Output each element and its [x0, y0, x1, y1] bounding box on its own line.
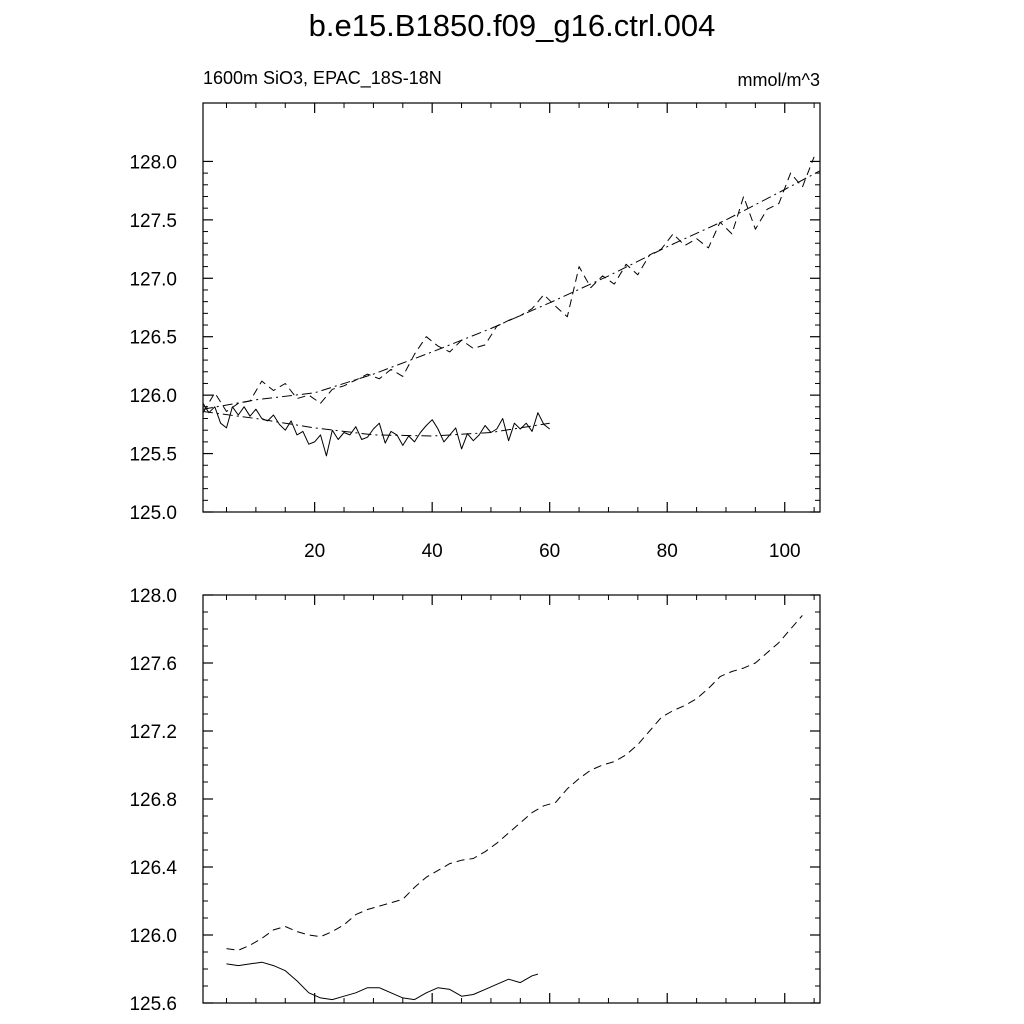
plot-frame	[202, 594, 821, 1004]
y-tick-label: 128.0	[129, 152, 177, 173]
series-line-4	[202, 170, 821, 410]
y-tick-label: 127.2	[129, 722, 177, 743]
series-line-2	[226, 615, 803, 951]
y-tick-label: 126.4	[129, 858, 177, 879]
series-line-3	[202, 156, 815, 413]
y-tick-label: 126.5	[129, 328, 177, 349]
y-tick-label: 128.0	[129, 586, 177, 607]
panel-2-plot: 125.6 126.0 126.4 126.8 127.2 127.6 128.0	[129, 586, 821, 1015]
panel-1-left-label: 1600m SiO3, EPAC_18S-18N	[203, 68, 442, 89]
y-tick-label: 127.5	[129, 211, 177, 232]
series-line-1	[226, 961, 539, 1001]
y-tick-label: 126.8	[129, 790, 177, 811]
y-tick-label: 125.5	[129, 445, 177, 466]
y-tick-label: 126.0	[129, 386, 177, 407]
y-tick-label: 125.0	[129, 503, 177, 524]
x-tick-label: 20	[304, 541, 325, 562]
chart-title: b.e15.B1850.f09_g16.ctrl.004	[308, 8, 716, 43]
x-tick-label: 80	[657, 541, 678, 562]
panel-1-plot: 20 40 60 80 100 125.0 125.5 126.0 126.5 127.0 127.…	[129, 102, 821, 562]
y-tick-label: 125.6	[129, 994, 177, 1015]
series-line-2	[202, 411, 550, 437]
x-tick-label: 40	[422, 541, 443, 562]
series-line-1	[202, 403, 551, 457]
panel-1-units-label: mmol/m^3	[738, 70, 820, 90]
y-tick-label: 126.0	[129, 926, 177, 947]
y-tick-label: 127.0	[129, 269, 177, 290]
y-tick-label: 127.6	[129, 654, 177, 675]
x-tick-label: 100	[769, 541, 801, 562]
x-tick-label: 60	[539, 541, 560, 562]
plot-frame	[202, 102, 821, 513]
